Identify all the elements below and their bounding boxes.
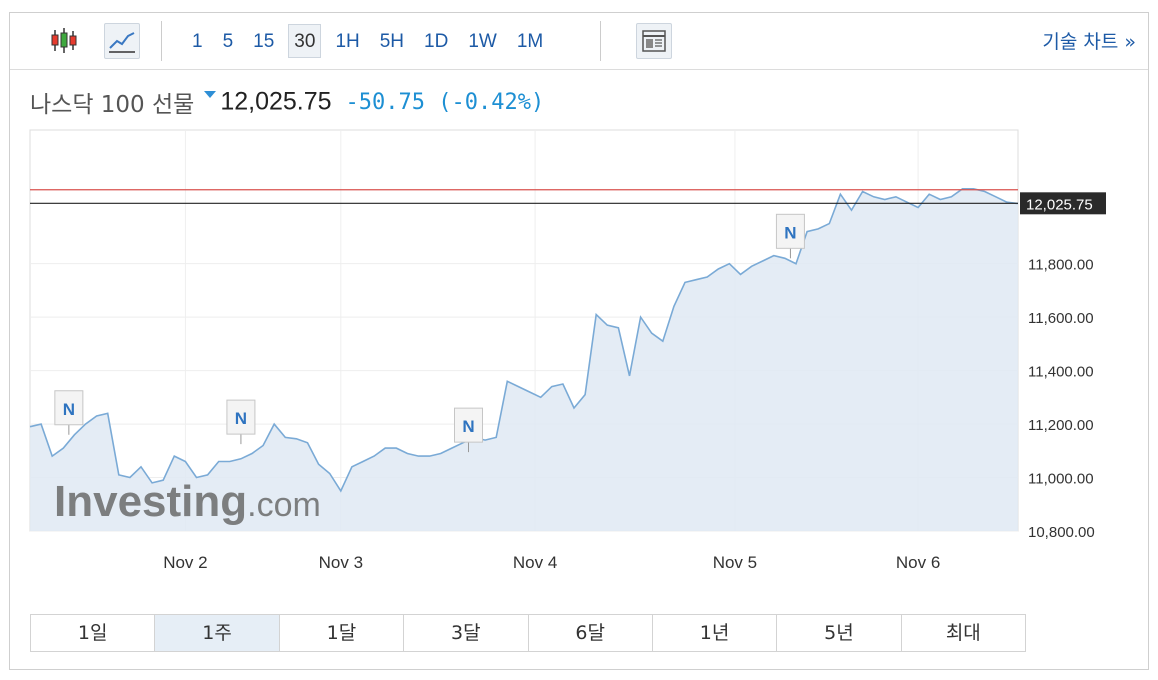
toolbar-separator xyxy=(600,21,601,61)
quote-header: 나스닥 100 선물 12,025.75 -50.75 (-0.42%) xyxy=(30,85,545,119)
range-1-year[interactable]: 1년 xyxy=(653,615,778,651)
range-5-years[interactable]: 5년 xyxy=(777,615,902,651)
price-change: -50.75 (-0.42%) xyxy=(346,90,545,115)
news-marker-label: N xyxy=(462,417,474,436)
range-6-months[interactable]: 6달 xyxy=(529,615,653,651)
y-tick-label: 11,600.00 xyxy=(1028,310,1094,327)
x-tick-label: Nov 3 xyxy=(319,553,363,572)
range-1-day[interactable]: 1일 xyxy=(31,615,156,651)
news-marker-label: N xyxy=(784,223,796,242)
x-tick-label: Nov 6 xyxy=(896,553,940,572)
down-arrow-icon xyxy=(204,91,217,98)
change-value: -50.75 xyxy=(345,89,426,115)
last-price-tag xyxy=(1020,192,1106,215)
last-price-tag-label: 12,025.75 xyxy=(1026,196,1093,213)
range-1-month[interactable]: 1달 xyxy=(280,615,405,651)
range-selector: 1일 1주 1달 3달 6달 1년 5년 최대 xyxy=(30,614,1026,652)
x-tick-label: Nov 5 xyxy=(713,553,757,572)
chart-toolbar: 1 5 15 30 1H 5H 1D 1W 1M 기술 차트 » xyxy=(10,13,1148,70)
interval-5[interactable]: 5 xyxy=(222,31,234,52)
y-tick-label: 10,800.00 xyxy=(1028,524,1095,541)
news-marker xyxy=(453,407,483,443)
technical-chart-link[interactable]: 기술 차트 » xyxy=(1042,31,1136,53)
interval-1w[interactable]: 1W xyxy=(468,31,497,52)
interval-1m[interactable]: 1M xyxy=(516,31,544,52)
interval-selector: 1 5 15 30 1H 5H 1D 1W 1M xyxy=(186,24,557,58)
range-1-week[interactable]: 1주 xyxy=(155,615,280,651)
last-price: 12,025.75 xyxy=(220,87,332,116)
toolbar-separator xyxy=(161,21,162,61)
candlestick-icon[interactable] xyxy=(46,23,82,59)
news-marker xyxy=(54,390,84,426)
y-tick-label: 11,800.00 xyxy=(1028,257,1094,274)
layout-icon[interactable] xyxy=(636,23,672,59)
y-tick-label: 11,400.00 xyxy=(1028,364,1094,381)
x-tick-label: Nov 4 xyxy=(513,553,557,572)
investing-watermark: Investing.com xyxy=(54,477,321,526)
x-tick-label: Nov 2 xyxy=(163,553,207,572)
news-marker-label: N xyxy=(63,400,75,419)
range-max[interactable]: 최대 xyxy=(945,622,981,644)
change-percent: (-0.42%) xyxy=(438,89,545,115)
interval-1[interactable]: 1 xyxy=(192,31,203,52)
price-chart[interactable]: 10,800.00 11,000.00 11,200.00 11,400.00 11,6… xyxy=(10,13,1148,603)
interval-1d[interactable]: 1D xyxy=(424,31,449,52)
interval-5h[interactable]: 5H xyxy=(379,31,405,52)
y-tick-label: 11,000.00 xyxy=(1028,471,1094,488)
news-marker xyxy=(775,213,805,249)
interval-15[interactable]: 15 xyxy=(253,31,275,52)
chart-widget: 1 5 15 30 1H 5H 1D 1W 1M 기술 차트 » 나스닥 100 선물 12,02… xyxy=(9,12,1149,670)
line-chart-icon[interactable] xyxy=(104,23,140,59)
range-3-months[interactable]: 3달 xyxy=(404,615,529,651)
price-area xyxy=(30,188,1018,532)
y-tick-label: 11,200.00 xyxy=(1028,417,1094,434)
news-marker xyxy=(226,399,256,435)
news-marker-label: N xyxy=(235,409,247,428)
interval-1h[interactable]: 1H xyxy=(335,31,360,52)
price-line xyxy=(29,188,1019,493)
interval-30[interactable]: 30 xyxy=(288,24,322,58)
instrument-name: 나스닥 100 선물 xyxy=(30,92,195,118)
